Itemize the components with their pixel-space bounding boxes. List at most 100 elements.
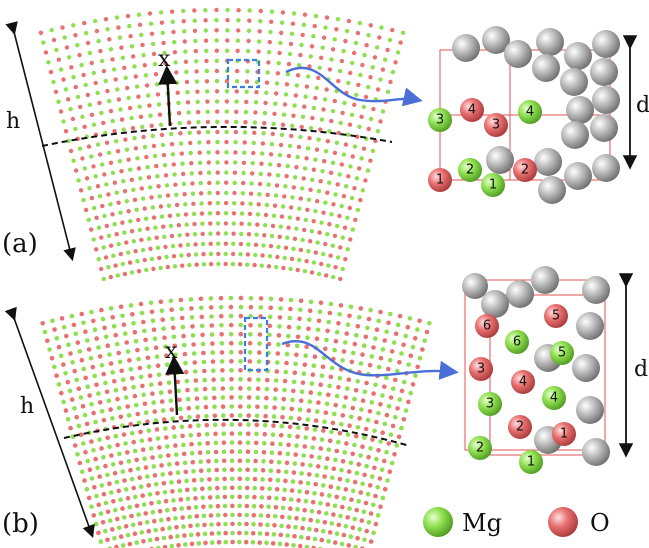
lattice-atom [199,191,204,196]
lattice-atom [201,504,206,510]
lattice-atom [162,50,167,56]
lattice-atom [106,192,111,197]
lattice-atom [192,369,198,374]
legend-o-label: O [590,509,610,537]
lattice-atom [389,349,395,354]
lattice-atom [207,180,212,186]
lattice-atom [293,452,299,457]
lattice-atom [264,395,269,401]
lattice-atom [138,484,144,490]
lattice-atom [222,476,227,482]
lattice-atom [140,247,146,253]
lattice-atom [199,323,205,329]
lattice-atom [401,417,407,422]
lattice-atom [254,413,260,419]
lattice-atom [178,297,184,303]
lattice-atom [269,233,275,239]
lattice-atom [214,58,219,63]
lattice-atom [321,210,326,215]
lattice-atom [103,380,108,386]
lattice-atom [108,108,114,114]
lattice-atom [146,175,152,180]
lattice-atom [345,478,350,483]
lattice-atom [285,235,290,240]
lattice-atom [158,265,163,271]
lattice-atom [194,262,199,267]
lattice-atom [158,204,164,209]
lattice-atom [220,368,225,373]
lattice-atom [237,539,242,545]
lattice-atom [354,507,360,513]
svg-text:1: 1 [527,455,535,470]
lattice-atom [101,454,106,460]
lattice-atom [364,380,369,386]
lattice-atom [281,396,287,402]
lattice-atom [93,80,98,86]
lattice-atom [194,69,199,74]
lattice-atom [220,386,226,391]
lattice-atom [110,462,116,467]
lattice-atom [198,296,204,302]
lattice-atom [238,359,243,364]
lattice-atom [303,435,309,440]
lattice-atom [360,481,365,487]
lattice-atom [245,440,251,446]
lattice-atom [382,384,387,390]
lattice-atom [187,130,192,135]
lattice-atom [304,544,310,548]
lattice-atom [283,478,288,484]
lattice-atom [105,509,111,515]
lattice-atom [149,501,154,506]
lattice-atom [298,298,304,304]
lattice-atom [208,251,214,257]
lattice-atom [337,172,342,177]
lattice-atom [244,485,250,491]
lattice-atom [368,446,373,451]
lattice-atom [70,116,76,122]
lattice-atom [219,341,225,346]
lattice-atom [157,381,163,386]
lattice-atom [200,495,206,501]
lattice-atom [231,231,236,236]
lattice-atom [94,336,99,341]
lattice-atom [264,531,270,537]
lattice-atom [107,98,112,104]
o-atom [513,158,537,182]
lattice-atom [371,106,376,112]
lattice-atom [309,270,315,275]
lattice-atom [346,174,351,179]
lattice-atom [204,68,209,74]
lattice-atom [138,301,144,307]
lattice-atom [247,350,253,355]
lattice-atom [97,152,103,157]
legend-mg-label: Mg [462,509,502,537]
lattice-atom [397,397,403,402]
lattice-atom [96,530,101,536]
lattice-atom [233,129,239,135]
lattice-atom [68,148,74,154]
lattice-atom [237,476,243,482]
lattice-atom [295,334,301,340]
lattice-atom [281,112,287,117]
lattice-atom [324,337,329,343]
lattice-atom [101,417,107,423]
lattice-atom [95,90,100,96]
lattice-atom [309,508,315,514]
lattice-atom [366,33,371,38]
lattice-atom [288,506,293,511]
lattice-atom [282,378,288,384]
lattice-atom [172,50,178,55]
lattice-atom [292,370,298,376]
lattice-atom [201,350,206,356]
lattice-atom [214,467,219,473]
lattice-atom [319,220,324,225]
lattice-atom [250,540,256,545]
lattice-atom [300,380,306,386]
lattice-atom [294,165,299,170]
lattice-atom [223,231,229,236]
lattice-atom [361,509,367,515]
lattice-atom [170,316,175,322]
lattice-atom [309,229,315,234]
depth-label-a: d [636,93,649,118]
